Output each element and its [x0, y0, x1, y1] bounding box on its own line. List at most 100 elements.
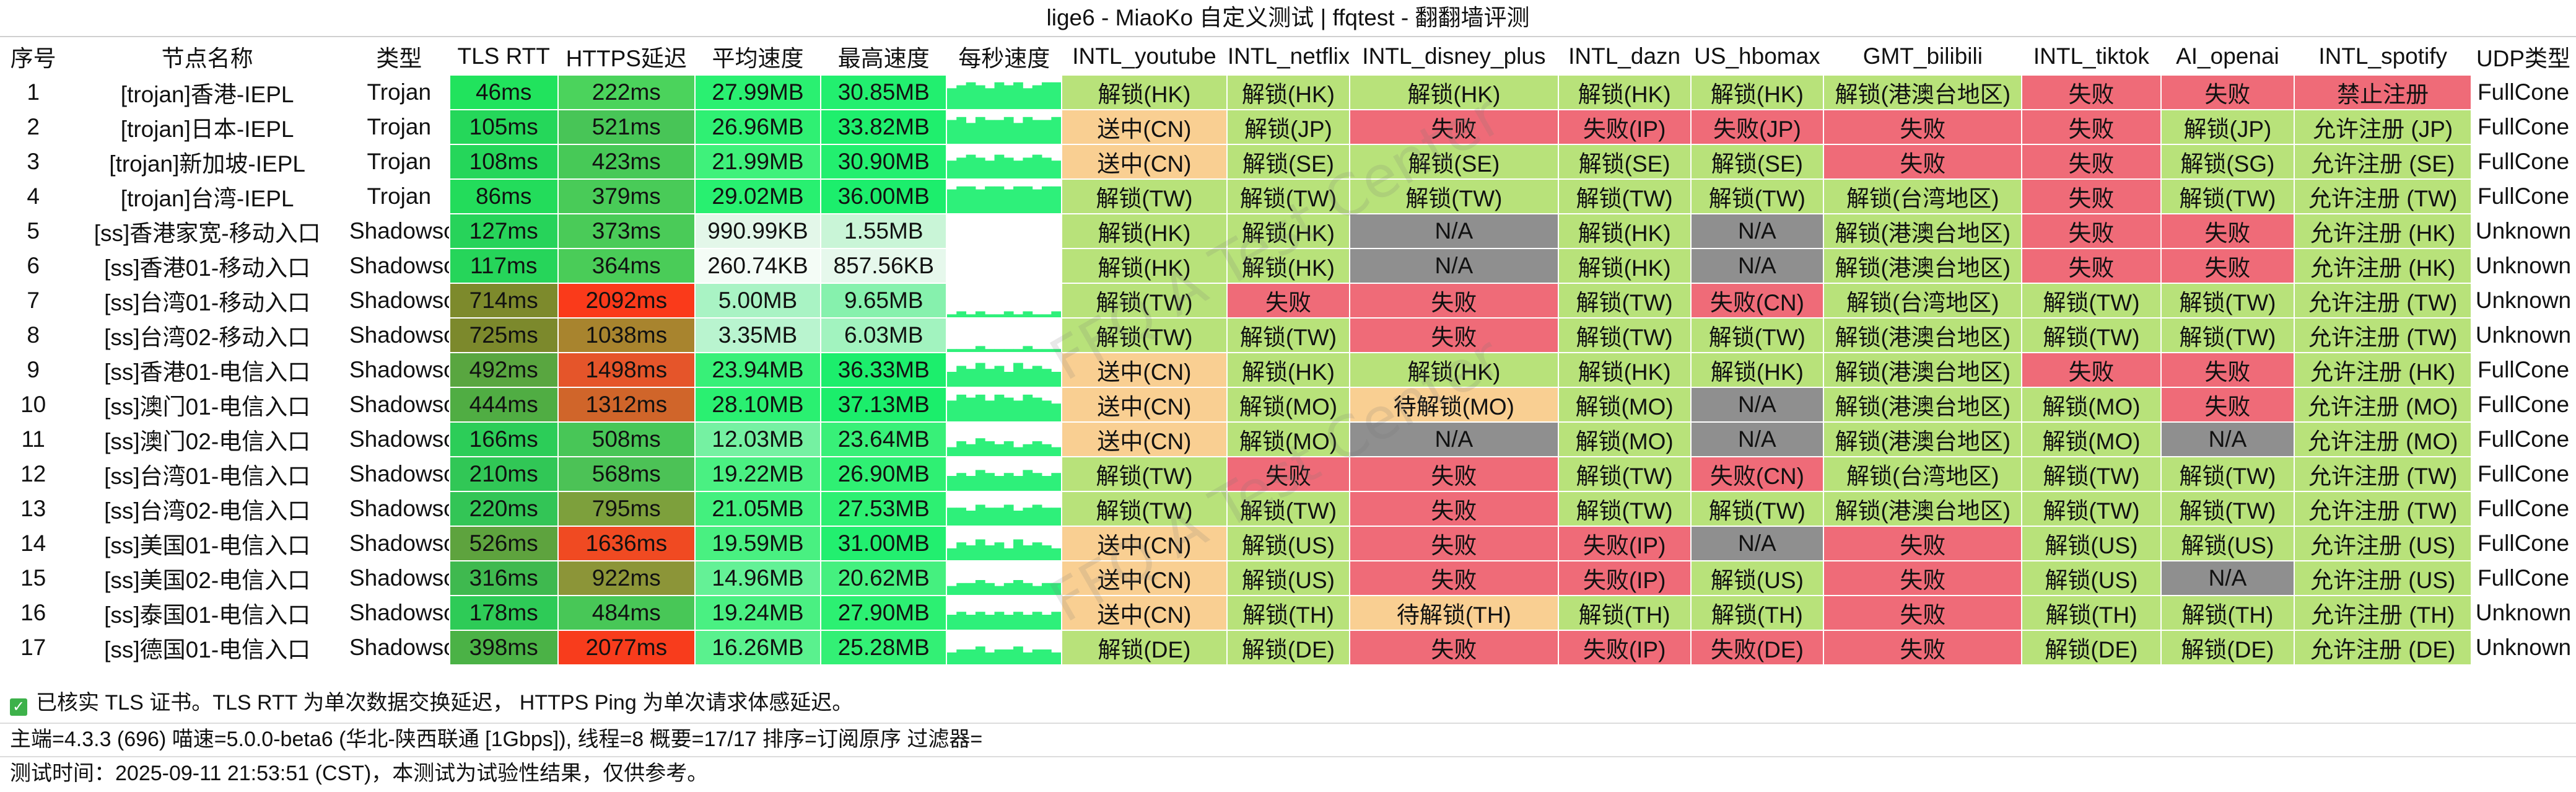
- row-index-cell: 2: [1, 110, 66, 144]
- table-row[interactable]: 6[ss]香港01-移动入口Shadowsocks117ms364ms260.7…: [1, 249, 2575, 283]
- hbomax-status-cell: N/A: [1691, 422, 1824, 457]
- udp-type-cell: FullCone: [2471, 491, 2575, 526]
- footer-note: ✓ 已核实 TLS 证书。TLS RTT 为单次数据交换延迟， HTTPS Pin…: [0, 687, 2576, 719]
- dazn-status-cell: 解锁(TW): [1558, 283, 1691, 318]
- table-row[interactable]: 1 [trojan]香港-IEPL Trojan 46ms 222ms 27.99MB 30…: [1, 75, 2575, 110]
- node-type-cell: Shadowsocks: [349, 214, 450, 249]
- column-header[interactable]: INTL_spotify: [2294, 38, 2471, 75]
- column-header[interactable]: INTL_netflix: [1227, 38, 1350, 75]
- row-index-cell: 16: [1, 596, 66, 630]
- disney-status-cell: 失败: [1350, 630, 1558, 665]
- table-row[interactable]: 16[ss]泰国01-电信入口Shadowsocks178ms484ms19.2…: [1, 596, 2575, 630]
- tls-rtt-cell: 316ms: [450, 561, 558, 596]
- bilibili-status-cell: 解锁(港澳台地区): [1823, 214, 2022, 249]
- sparkline-bar: [1033, 120, 1042, 144]
- per-second-speed-cell: [946, 75, 1062, 110]
- speed-sparkline: [947, 145, 1061, 178]
- sparkline-bar: [976, 612, 985, 630]
- hbomax-status-cell: 解锁(TW): [1691, 179, 1824, 214]
- column-header[interactable]: 最高速度: [821, 38, 946, 75]
- sparkline-bar: [985, 400, 995, 421]
- column-header[interactable]: 节点名称: [66, 38, 349, 75]
- footer-time: 测试时间：2025-09-11 21:53:51 (CST)，本测试为试验性结果…: [0, 756, 2576, 788]
- column-header[interactable]: INTL_tiktok: [2022, 38, 2160, 75]
- youtube-status-cell: 解锁(DE): [1062, 630, 1227, 665]
- table-row[interactable]: 8[ss]台湾02-移动入口Shadowsocks725ms1038ms3.35…: [1, 318, 2575, 353]
- table-row[interactable]: 5[ss]香港家宽-移动入口Shadowsocks127ms373ms990.9…: [1, 214, 2575, 249]
- column-header[interactable]: INTL_disney_plus: [1350, 38, 1558, 75]
- table-row[interactable]: 12[ss]台湾01-电信入口Shadowsocks210ms568ms19.2…: [1, 457, 2575, 491]
- table-row[interactable]: 4 [trojan]台湾-IEPL Trojan 86ms 379ms 29.02MB 36…: [1, 179, 2575, 214]
- bilibili-status-cell: 失败: [1823, 630, 2022, 665]
- dazn-status-cell: 失败(IP): [1558, 630, 1691, 665]
- hbomax-status-cell: N/A: [1691, 249, 1824, 283]
- sparkline-bar: [1042, 187, 1052, 213]
- max-speed-cell: 37.13MB: [821, 387, 946, 422]
- table-row[interactable]: 2 [trojan]日本-IEPL Trojan 105ms 521ms 26.96MB 3…: [1, 110, 2575, 144]
- openai-status-cell: 解锁(TW): [2161, 491, 2295, 526]
- sparkline-bar: [1033, 504, 1042, 526]
- avg-speed-cell: 14.96MB: [695, 561, 821, 596]
- sparkline-bar: [966, 444, 976, 456]
- dazn-status-cell: 解锁(HK): [1558, 214, 1691, 249]
- avg-speed-cell: 12.03MB: [695, 422, 821, 457]
- speed-sparkline: [947, 492, 1061, 526]
- youtube-status-cell: 送中(CN): [1062, 387, 1227, 422]
- https-latency-cell: 1498ms: [558, 353, 695, 387]
- column-header[interactable]: TLS RTT: [450, 38, 558, 75]
- node-name-cell: [ss]澳门02-电信入口: [66, 422, 349, 457]
- bilibili-status-cell: 解锁(港澳台地区): [1823, 387, 2022, 422]
- table-row[interactable]: 11[ss]澳门02-电信入口Shadowsocks166ms508ms12.0…: [1, 422, 2575, 457]
- sparkline-bar: [1013, 580, 1023, 595]
- tls-rtt-cell: 166ms: [450, 422, 558, 457]
- node-name-cell: [ss]台湾01-移动入口: [66, 283, 349, 318]
- column-header[interactable]: UDP类型: [2471, 38, 2575, 75]
- sparkline-bar: [1033, 612, 1042, 630]
- avg-speed-cell: 260.74KB: [695, 249, 821, 283]
- sparkline-bar: [1033, 441, 1042, 456]
- table-row[interactable]: 10[ss]澳门01-电信入口Shadowsocks444ms1312ms28.…: [1, 387, 2575, 422]
- node-type-cell: Shadowsocks: [349, 630, 450, 665]
- max-speed-cell: 31.00MB: [821, 526, 946, 561]
- hbomax-status-cell: 解锁(TW): [1691, 318, 1824, 353]
- netflix-status-cell: 失败: [1227, 457, 1350, 491]
- table-row[interactable]: 13[ss]台湾02-电信入口Shadowsocks220ms795ms21.0…: [1, 491, 2575, 526]
- sparkline-bar: [1033, 155, 1042, 178]
- column-header[interactable]: INTL_dazn: [1558, 38, 1691, 75]
- column-header[interactable]: 类型: [349, 38, 450, 75]
- https-latency-cell: 364ms: [558, 249, 695, 283]
- column-header[interactable]: 平均速度: [695, 38, 821, 75]
- udp-type-cell: FullCone: [2471, 75, 2575, 110]
- table-row[interactable]: 15[ss]美国02-电信入口Shadowsocks316ms922ms14.9…: [1, 561, 2575, 596]
- sparkline-bar: [1004, 398, 1014, 421]
- column-header[interactable]: 每秒速度: [946, 38, 1062, 75]
- sparkline-bar: [995, 155, 1005, 178]
- column-header[interactable]: 序号: [1, 38, 66, 75]
- per-second-speed-cell: [946, 422, 1062, 457]
- openai-status-cell: 解锁(TW): [2161, 179, 2295, 214]
- column-header[interactable]: AI_openai: [2161, 38, 2295, 75]
- bilibili-status-cell: 解锁(港澳台地区): [1823, 422, 2022, 457]
- netflix-status-cell: 解锁(MO): [1227, 387, 1350, 422]
- table-row[interactable]: 14[ss]美国01-电信入口Shadowsocks526ms1636ms19.…: [1, 526, 2575, 561]
- column-header[interactable]: HTTPS延迟: [558, 38, 695, 75]
- sparkline-bar: [966, 369, 976, 387]
- column-header[interactable]: INTL_youtube: [1062, 38, 1227, 75]
- bilibili-status-cell: 解锁(台湾地区): [1823, 283, 2022, 318]
- spotify-status-cell: 允许注册 (TW): [2294, 491, 2471, 526]
- spotify-status-cell: 允许注册 (MO): [2294, 422, 2471, 457]
- column-header[interactable]: US_hbomax: [1691, 38, 1824, 75]
- sparkline-bar: [1013, 349, 1023, 352]
- openai-status-cell: 解锁(US): [2161, 526, 2295, 561]
- table-row[interactable]: 7[ss]台湾01-移动入口Shadowsocks714ms2092ms5.00…: [1, 283, 2575, 318]
- node-type-cell: Shadowsocks: [349, 491, 450, 526]
- column-header[interactable]: GMT_bilibili: [1823, 38, 2022, 75]
- sparkline-bar: [1013, 447, 1023, 456]
- node-type-cell: Shadowsocks: [349, 526, 450, 561]
- sparkline-bar: [947, 548, 957, 560]
- table-row[interactable]: 9[ss]香港01-电信入口Shadowsocks492ms1498ms23.9…: [1, 353, 2575, 387]
- table-row[interactable]: 17[ss]德国01-电信入口Shadowsocks398ms2077ms16.…: [1, 630, 2575, 665]
- table-row[interactable]: 3 [trojan]新加坡-IEPL Trojan 108ms 423ms 21.99MB…: [1, 144, 2575, 179]
- tiktok-status-cell: 失败: [2022, 214, 2160, 249]
- max-speed-cell: 33.82MB: [821, 110, 946, 144]
